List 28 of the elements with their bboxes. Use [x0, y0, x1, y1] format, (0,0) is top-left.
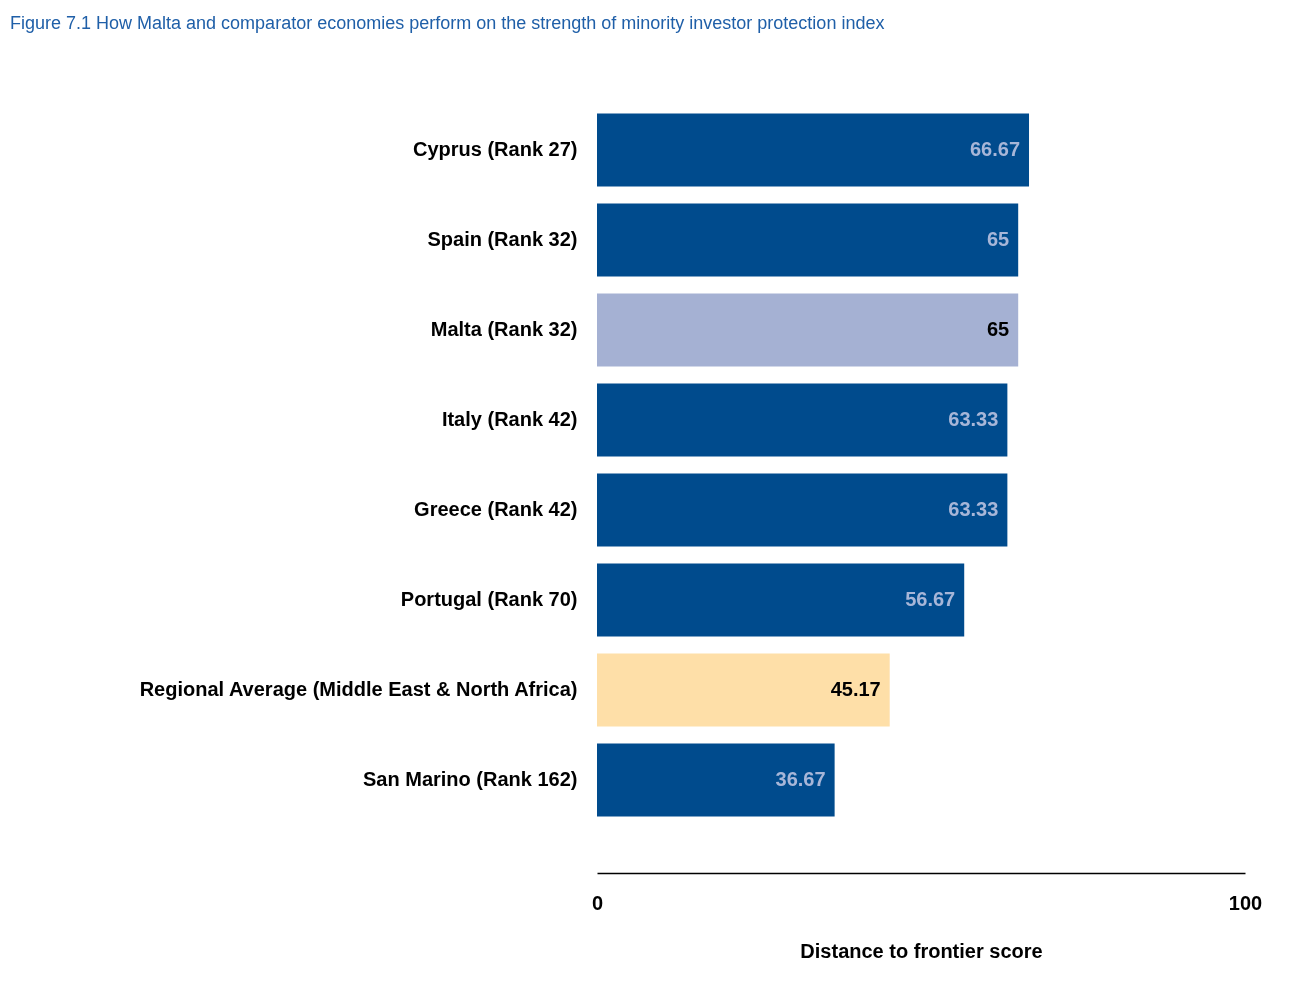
x-tick-label: 100 — [1228, 891, 1263, 914]
bar — [597, 293, 1019, 367]
text: Figure 7.1 How Malta and comparator economies perform on the strength of minority investor protection index — [10, 13, 885, 33]
data-label: 36.67 — [775, 768, 826, 790]
data-label: 66.67 — [969, 138, 1021, 160]
bar — [597, 113, 1030, 187]
y-tick-label: Cyprus (Rank 27) — [413, 138, 578, 160]
bar — [597, 653, 890, 727]
data-label: 65 — [986, 228, 1010, 250]
data-label: 65 — [986, 318, 1010, 340]
bar — [597, 203, 1019, 277]
y-tick-label: Regional Average (Middle East & North Africa) — [139, 678, 578, 700]
bar — [597, 383, 1008, 457]
y-tick-label: Greece (Rank 42) — [414, 498, 578, 520]
x-tick-label: 0 — [591, 891, 604, 914]
y-tick-label: Malta (Rank 32) — [430, 318, 578, 340]
bar — [597, 563, 965, 637]
y-tick-label: Portugal (Rank 70) — [400, 588, 578, 610]
y-tick-label: Spain (Rank 32) — [427, 228, 578, 250]
y-tick-label: Italy (Rank 42) — [441, 408, 578, 430]
y-tick-label: San Marino (Rank 162) — [362, 768, 578, 790]
data-label: 63.33 — [948, 408, 999, 430]
bar — [597, 743, 835, 817]
data-label: 45.17 — [830, 678, 881, 700]
data-label: 63.33 — [948, 498, 999, 520]
x-axis-title: Distance to frontier score — [800, 939, 1043, 962]
data-label: 56.67 — [905, 588, 956, 610]
bar — [597, 473, 1008, 547]
